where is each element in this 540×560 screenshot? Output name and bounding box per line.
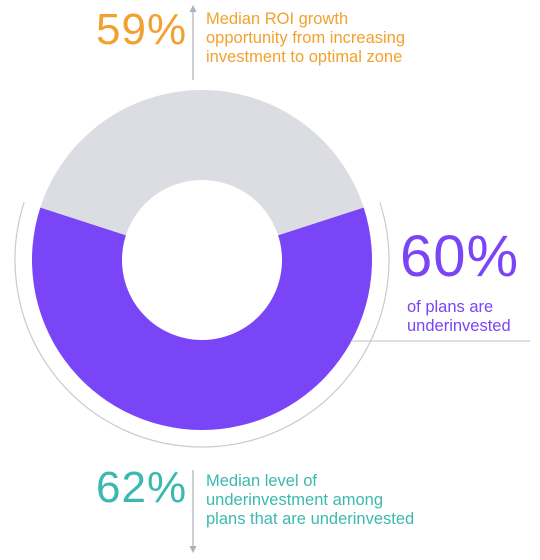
- top-stat-value: 59%: [96, 5, 188, 54]
- donut-slice-other-plans: [40, 90, 364, 236]
- top-stat-caption: Median ROI growth opportunity from incre…: [206, 10, 406, 66]
- bottom-indicator-arrow-icon: [189, 546, 197, 553]
- donut-slice-underinvested-plans: [31, 207, 373, 431]
- right-stat-caption: of plans are underinvested: [407, 298, 511, 335]
- donut-slices: [31, 90, 373, 431]
- right-stat-value: 60%: [400, 224, 520, 289]
- bottom-stat-value: 62%: [96, 463, 188, 512]
- top-indicator-arrow-icon: [189, 5, 197, 12]
- bottom-stat-caption: Median level of underinvestment among pl…: [206, 472, 415, 528]
- underinvested-bracket-arc: [14, 202, 390, 448]
